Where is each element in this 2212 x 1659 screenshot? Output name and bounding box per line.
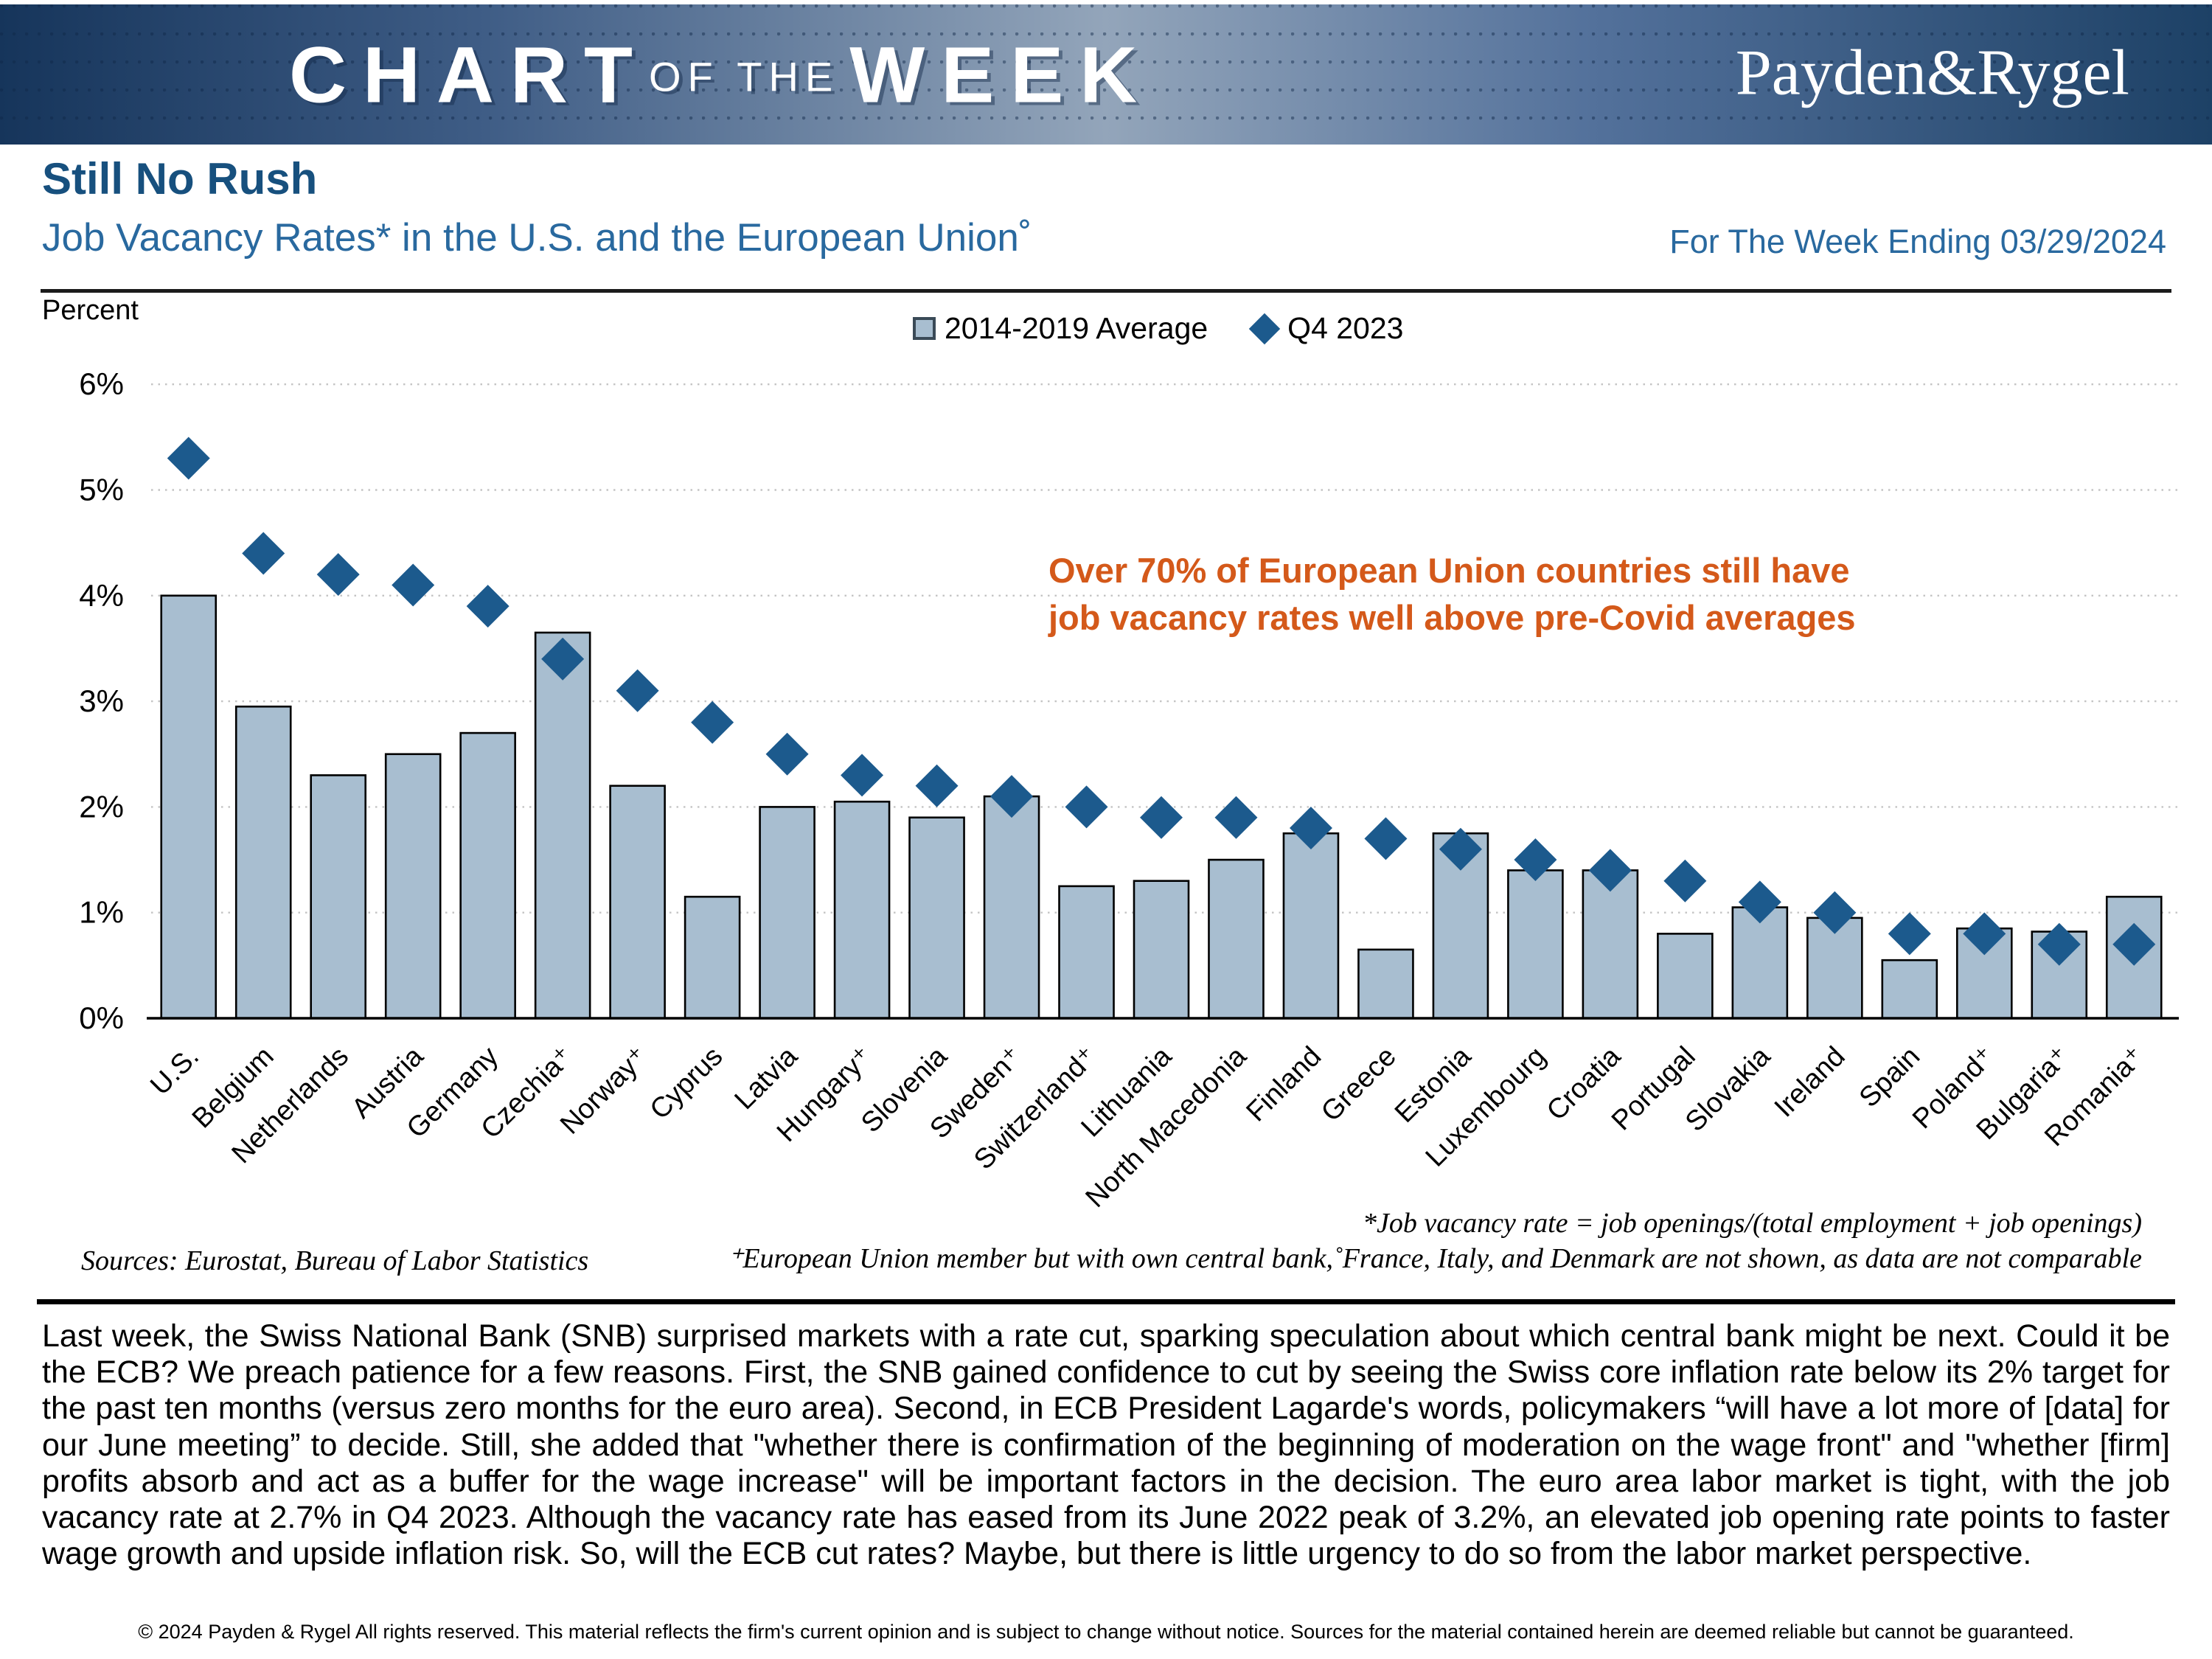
footnote-membership: ⁺European Union member but with own cent… xyxy=(728,1243,2142,1274)
diamond-Poland⁺ xyxy=(1963,912,2006,956)
chart-annotation: Over 70% of European Union countries sti… xyxy=(1048,547,2000,641)
bar-U.S. xyxy=(160,594,218,1020)
copyright-line: © 2024 Payden & Rygel All rights reserve… xyxy=(138,1621,2074,1643)
x-tick-label: Finland xyxy=(1240,1041,1327,1128)
footnote-definition: *Job vacancy rate = job openings/(total … xyxy=(1362,1208,2142,1239)
x-tick-label: U.S. xyxy=(145,1041,205,1102)
diamond-Romania⁺ xyxy=(2112,922,2156,966)
diamond-Netherlands xyxy=(316,553,360,597)
bar-Czechia⁺ xyxy=(534,631,591,1020)
bar-Portugal xyxy=(1657,933,1714,1020)
diamond-Czechia⁺ xyxy=(541,637,585,681)
section-divider xyxy=(37,1299,2175,1304)
y-tick-label: 5% xyxy=(79,473,124,507)
bar-Latvia xyxy=(759,806,815,1020)
bar-Austria xyxy=(384,753,442,1020)
header-banner: CHART OF THE WEEK Payden&Rygel xyxy=(0,4,2212,145)
diamond-Bulgaria⁺ xyxy=(2037,922,2081,966)
diamond-Austria xyxy=(392,563,435,607)
legend-item-q4: Q4 2023 xyxy=(1248,311,1404,346)
legend-label-q4: Q4 2023 xyxy=(1287,311,1404,345)
x-tick-label: Slovakia xyxy=(1680,1040,1777,1138)
chart-of-the-week-logo: CHART OF THE WEEK xyxy=(289,29,1153,121)
diamond-Germany xyxy=(466,585,509,628)
y-tick-label: 2% xyxy=(79,789,124,824)
y-tick-label: 3% xyxy=(79,684,124,718)
legend-label-average: 2014-2019 Average xyxy=(945,311,1208,345)
diamond-Luxembourg xyxy=(1514,838,1557,882)
diamond-Switzerland⁺ xyxy=(1065,785,1108,829)
y-axis-title: Percent xyxy=(42,295,139,326)
page-subtitle: Job Vacancy Rates* in the U.S. and the E… xyxy=(42,216,1032,260)
company-logo: Payden&Rygel xyxy=(1735,37,2129,109)
bar-Greece xyxy=(1357,948,1414,1020)
diamond-Lithuania xyxy=(1140,796,1183,839)
bar-Switzerland⁺ xyxy=(1058,885,1115,1020)
diamond-Sweden⁺ xyxy=(990,775,1034,818)
annotation-line-2: job vacancy rates well above pre-Covid a… xyxy=(1048,597,1856,637)
x-tick-label: Cyprus xyxy=(644,1041,729,1126)
week-ending-label: For The Week Ending 03/29/2024 xyxy=(1669,223,2166,260)
diamond-Estonia xyxy=(1439,827,1482,871)
logo-word-ofthe: OF THE xyxy=(648,53,840,100)
diamond-Spain xyxy=(1888,912,1931,956)
bar-Lithuania xyxy=(1133,880,1190,1020)
logo-word-chart: CHART xyxy=(289,29,649,119)
bar-swatch-icon xyxy=(913,317,936,340)
sources-note: Sources: Eurostat, Bureau of Labor Stati… xyxy=(81,1245,589,1276)
bar-Sweden⁺ xyxy=(983,795,1040,1020)
y-tick-label: 4% xyxy=(79,578,124,613)
y-tick-label: 6% xyxy=(79,366,124,401)
bar-Slovenia xyxy=(908,816,965,1020)
legend-item-average: 2014-2019 Average xyxy=(913,311,1208,346)
bar-Croatia xyxy=(1582,869,1639,1020)
diamond-Belgium xyxy=(242,532,285,575)
bar-Belgium xyxy=(234,705,292,1020)
bar-Ireland xyxy=(1806,917,1863,1020)
bar-North Macedonia xyxy=(1208,858,1265,1020)
diamond-Finland xyxy=(1289,807,1332,850)
bar-Finland xyxy=(1282,832,1340,1020)
page-title: Still No Rush xyxy=(42,154,318,204)
diamond-Norway⁺ xyxy=(616,669,659,712)
x-tick-label: Ireland xyxy=(1769,1041,1851,1124)
title-divider xyxy=(41,289,2171,293)
bar-Slovakia xyxy=(1731,906,1789,1020)
x-tick-label: Greece xyxy=(1315,1041,1402,1128)
diamond-North Macedonia xyxy=(1214,796,1258,839)
diamond-Slovenia xyxy=(915,764,959,807)
bar-Cyprus xyxy=(684,895,741,1020)
x-tick-label: Spain xyxy=(1854,1041,1926,1113)
vacancy-rate-chart: 0%1%2%3%4%5%6%U.S.BelgiumNetherlandsAust… xyxy=(79,366,2183,1214)
bar-Luxembourg xyxy=(1507,869,1564,1020)
chart-legend: 2014-2019 Average Q4 2023 xyxy=(913,311,1403,346)
annotation-line-1: Over 70% of European Union countries sti… xyxy=(1048,551,1850,590)
bar-Spain xyxy=(1881,959,1938,1020)
diamond-Portugal xyxy=(1663,859,1707,902)
diamond-Ireland xyxy=(1813,891,1857,934)
diamond-Hungary⁺ xyxy=(841,754,884,797)
diamond-Greece xyxy=(1364,817,1408,860)
y-tick-label: 0% xyxy=(79,1001,124,1035)
commentary-paragraph: Last week, the Swiss National Bank (SNB)… xyxy=(42,1318,2170,1572)
diamond-Slovakia xyxy=(1738,880,1781,924)
diamond-Cyprus xyxy=(691,700,734,744)
diamond-Croatia xyxy=(1588,849,1632,892)
y-tick-label: 1% xyxy=(79,895,124,930)
logo-word-week: WEEK xyxy=(849,29,1154,119)
diamond-U.S. xyxy=(167,437,210,480)
bar-Norway⁺ xyxy=(609,785,666,1020)
bar-Netherlands xyxy=(310,774,367,1020)
bar-Hungary⁺ xyxy=(833,800,891,1020)
diamond-Latvia xyxy=(765,732,809,776)
bar-Germany xyxy=(459,731,516,1020)
